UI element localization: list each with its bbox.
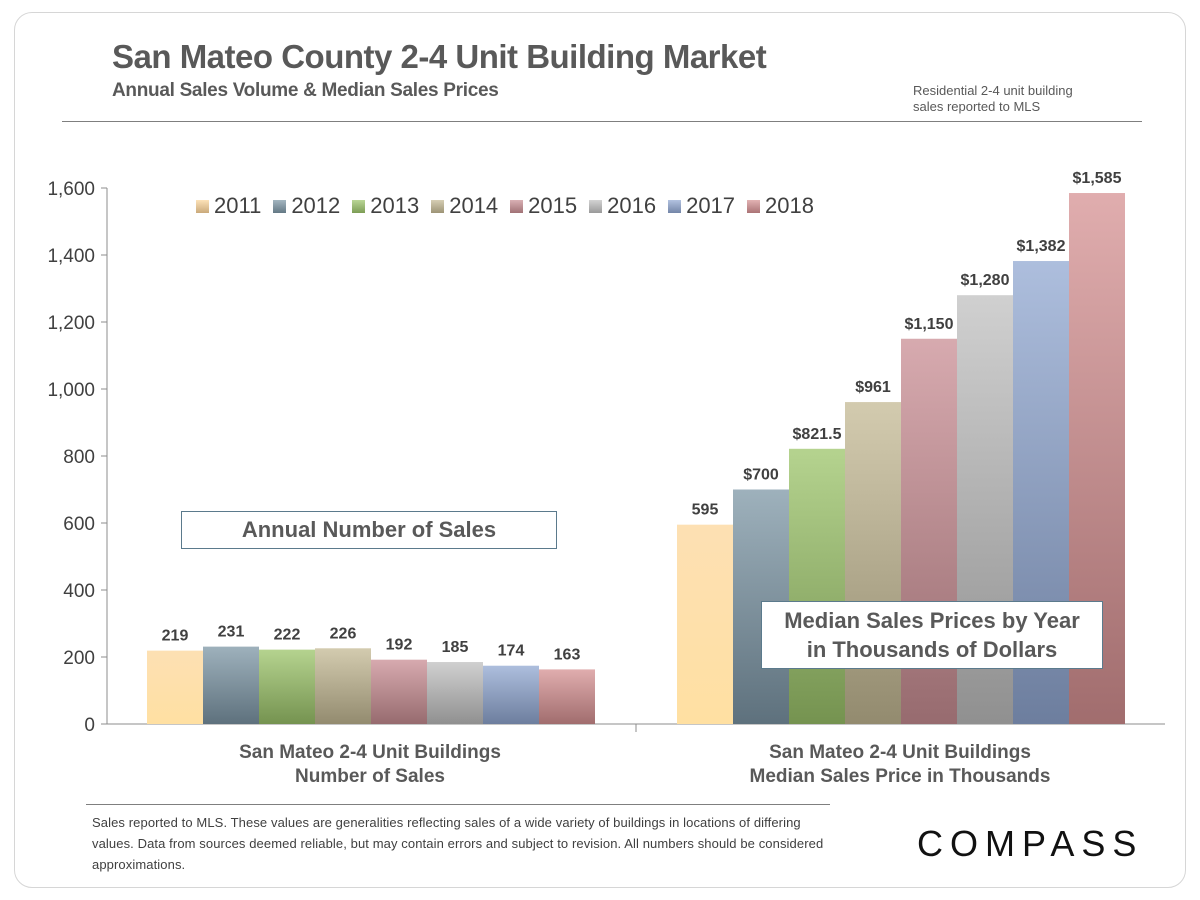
data-label: 226 xyxy=(330,625,357,642)
legend-swatch xyxy=(668,199,682,213)
header-divider xyxy=(62,121,1142,122)
category-label-prices-line1: San Mateo 2-4 Unit Buildings xyxy=(769,742,1031,763)
data-label: $1,150 xyxy=(905,316,954,333)
x-axis xyxy=(107,723,1165,732)
legend-swatch xyxy=(747,199,761,213)
bar-2013-sales xyxy=(259,649,315,724)
legend-swatch xyxy=(431,199,445,213)
legend-label: 2016 xyxy=(607,193,657,218)
category-label-sales-line1: San Mateo 2-4 Unit Buildings xyxy=(239,742,501,763)
y-tick-label: 600 xyxy=(63,514,95,535)
data-label: 163 xyxy=(554,646,581,663)
y-tick-label: 1,400 xyxy=(47,246,95,267)
source-note-line1: Residential 2-4 unit building xyxy=(913,83,1073,98)
legend-label: 2013 xyxy=(370,193,420,218)
bar-2014-sales xyxy=(315,648,371,724)
legend-item-2013: 2013 xyxy=(352,193,419,219)
legend-item-2016: 2016 xyxy=(589,193,656,219)
legend: 2011 2012 2013 2014 2015 2016 2017 2018 xyxy=(196,193,826,219)
legend-item-2015: 2015 xyxy=(510,193,577,219)
legend-label: 2015 xyxy=(528,193,578,218)
y-tick-label: 400 xyxy=(63,581,95,602)
data-label: 219 xyxy=(162,628,189,645)
data-label: $821.5 xyxy=(793,426,842,443)
legend-swatch xyxy=(510,199,524,213)
y-tick-label: 1,000 xyxy=(47,380,95,401)
footer-divider xyxy=(86,804,830,805)
bar-2011-price xyxy=(677,524,733,724)
data-label: 192 xyxy=(386,637,413,654)
legend-item-2017: 2017 xyxy=(668,193,735,219)
data-label: $961 xyxy=(855,379,891,396)
y-tick-label: 0 xyxy=(84,715,95,736)
data-label: $1,382 xyxy=(1017,238,1066,255)
legend-swatch xyxy=(589,199,603,213)
data-label: $1,585 xyxy=(1073,170,1122,187)
legend-label: 2017 xyxy=(686,193,736,218)
footnote: Sales reported to MLS. These values are … xyxy=(92,815,824,872)
y-tick-label: 800 xyxy=(63,447,95,468)
chart-title: San Mateo County 2-4 Unit Building Marke… xyxy=(112,38,767,75)
data-label: 595 xyxy=(692,502,719,519)
y-tick-label: 200 xyxy=(63,648,95,669)
legend-swatch xyxy=(273,199,287,213)
annotation-prices-line2: in Thousands of Dollars xyxy=(806,637,1058,662)
bar-2013-price xyxy=(789,448,845,724)
bar-2016-sales xyxy=(427,662,483,724)
y-axis: 0 200 400 600 800 1,000 1,200 1,400 1,600 xyxy=(47,179,108,736)
data-labels: 219 595 231 $700 222 $821.5 226 $961 192 $1,150 18… xyxy=(162,170,1122,663)
category-label-sales-line2: Number of Sales xyxy=(295,766,445,787)
legend-item-2018: 2018 xyxy=(747,193,814,219)
data-label: $1,280 xyxy=(961,272,1010,289)
legend-item-2014: 2014 xyxy=(431,193,498,219)
legend-label: 2011 xyxy=(214,193,262,218)
bar-2018-sales xyxy=(539,669,595,724)
category-label-sales: San Mateo 2-4 Unit Buildings Number of S… xyxy=(170,741,570,789)
source-note: Residential 2-4 unit building sales repo… xyxy=(913,83,1133,115)
legend-item-2011: 2011 xyxy=(196,193,261,219)
category-label-prices-line2: Median Sales Price in Thousands xyxy=(749,766,1051,787)
data-label: $700 xyxy=(743,467,779,484)
data-label: 174 xyxy=(498,643,525,660)
source-note-line2: sales reported to MLS xyxy=(913,99,1041,114)
data-label: 222 xyxy=(274,627,301,644)
annotation-sales-box: Annual Number of Sales xyxy=(181,511,557,549)
legend-swatch xyxy=(196,199,209,213)
bar-2014-price xyxy=(845,402,901,724)
bar-2012-sales xyxy=(203,646,259,724)
y-tick-label: 1,600 xyxy=(47,179,95,200)
category-label-prices: San Mateo 2-4 Unit Buildings Median Sale… xyxy=(700,741,1100,789)
legend-label: 2014 xyxy=(449,193,499,218)
compass-logo: COMPASS xyxy=(917,823,1144,864)
data-label: 185 xyxy=(442,639,469,656)
bar-2011-sales xyxy=(147,650,203,724)
bar-2017-sales xyxy=(483,665,539,724)
legend-swatch xyxy=(352,199,366,213)
chart-subtitle: Annual Sales Volume & Median Sales Price… xyxy=(112,80,499,101)
bar-2015-sales xyxy=(371,659,427,724)
legend-label: 2012 xyxy=(291,193,341,218)
legend-item-2012: 2012 xyxy=(273,193,340,219)
y-tick-label: 1,200 xyxy=(47,313,95,334)
legend-label: 2018 xyxy=(765,193,814,218)
annotation-prices-line1: Median Sales Prices by Year xyxy=(784,608,1080,633)
data-label: 231 xyxy=(218,624,245,641)
annotation-prices-box: Median Sales Prices by Year in Thousands… xyxy=(761,601,1103,669)
